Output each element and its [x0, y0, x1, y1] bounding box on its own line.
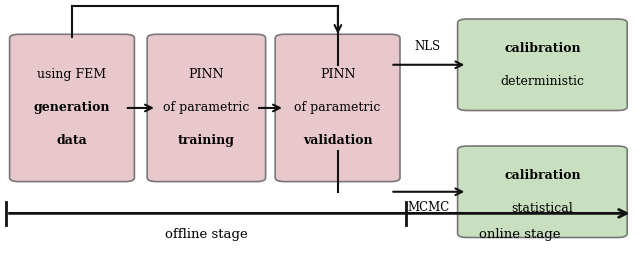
Text: online stage: online stage [479, 228, 560, 242]
FancyBboxPatch shape [458, 19, 627, 110]
Text: calibration: calibration [504, 169, 580, 182]
Text: MCMC: MCMC [407, 200, 449, 214]
Text: PINN: PINN [320, 68, 355, 82]
Text: PINN: PINN [189, 68, 224, 82]
Text: training: training [178, 134, 235, 148]
FancyBboxPatch shape [10, 34, 134, 182]
Text: validation: validation [303, 134, 372, 148]
Text: deterministic: deterministic [500, 75, 584, 88]
FancyBboxPatch shape [458, 146, 627, 237]
FancyBboxPatch shape [147, 34, 266, 182]
Text: data: data [56, 134, 88, 148]
Text: using FEM: using FEM [37, 68, 107, 82]
Text: of parametric: of parametric [294, 101, 381, 115]
Text: statistical: statistical [511, 202, 573, 215]
Text: NLS: NLS [415, 40, 441, 54]
Text: offline stage: offline stage [165, 228, 248, 242]
Text: generation: generation [34, 101, 110, 115]
Text: calibration: calibration [504, 42, 580, 55]
Text: of parametric: of parametric [163, 101, 250, 115]
FancyBboxPatch shape [275, 34, 400, 182]
